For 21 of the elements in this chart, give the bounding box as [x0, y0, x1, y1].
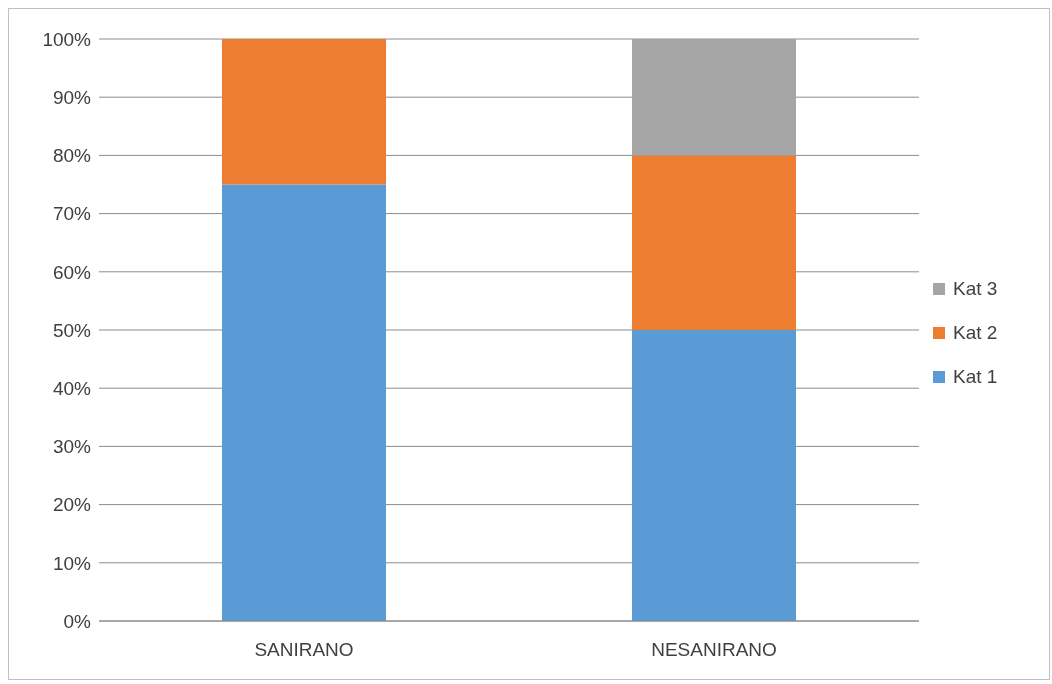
y-tick-label: 60% — [52, 261, 92, 283]
x-tick-label: SANIRANO — [254, 639, 354, 661]
legend-label: Kat 1 — [953, 366, 998, 388]
y-tick-label: 50% — [52, 319, 92, 341]
bar — [632, 330, 796, 621]
x-tick-label: NESANIRANO — [651, 639, 777, 661]
bar — [632, 39, 796, 156]
y-tick-label: 30% — [52, 436, 92, 458]
y-tick-label: 70% — [52, 203, 92, 225]
y-tick-label: 90% — [52, 86, 92, 108]
bar — [222, 39, 386, 185]
bar — [222, 184, 386, 621]
legend-label: Kat 2 — [953, 322, 998, 344]
legend-label: Kat 3 — [953, 278, 998, 300]
y-tick-label: 40% — [52, 377, 92, 399]
y-tick-label: 20% — [52, 494, 92, 516]
y-tick-label: 80% — [52, 145, 92, 167]
y-tick-label: 0% — [63, 610, 92, 632]
bar — [632, 155, 796, 330]
y-tick-label: 10% — [52, 552, 92, 574]
y-tick-label: 100% — [42, 28, 92, 50]
